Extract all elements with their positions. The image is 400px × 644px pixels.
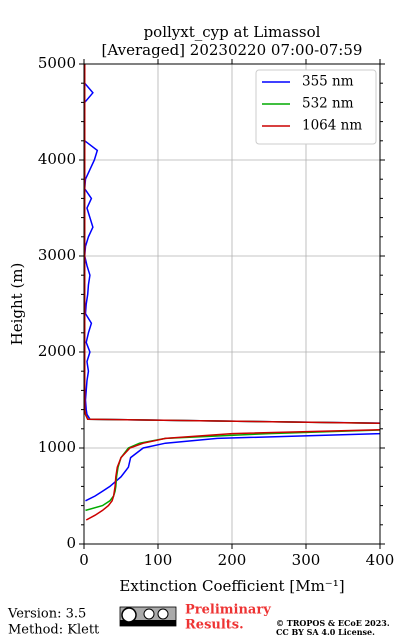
x-tick-label: 0: [79, 551, 89, 569]
y-tick-label: 4000: [38, 150, 76, 168]
x-tick-label: 300: [292, 551, 321, 569]
cc-badge: [119, 606, 177, 627]
chart-title: pollyxt_cyp at Limassol: [144, 23, 321, 41]
y-tick-label: 5000: [38, 54, 76, 72]
profile-line: [84, 64, 380, 502]
copyright-text: CC BY SA 4.0 License.: [276, 627, 375, 637]
y-axis-label: Height (m): [8, 263, 26, 346]
legend-label: 1064 nm: [302, 118, 362, 134]
profile-line: [84, 64, 380, 521]
x-tick-label: 400: [366, 551, 395, 569]
legend: 355 nm 532 nm 1064 nm: [255, 69, 377, 145]
y-tick-label: 0: [66, 534, 76, 552]
legend-label: 355 nm: [302, 74, 354, 90]
y-tick-label: 1000: [38, 438, 76, 456]
x-tick-label: 200: [218, 551, 247, 569]
x-tick-label: 100: [144, 551, 173, 569]
preliminary-text: Preliminary: [185, 603, 271, 618]
method-text: Method: Klett: [8, 623, 100, 638]
series-group: [84, 64, 380, 521]
y-tick-label: 3000: [38, 246, 76, 264]
chart-subtitle: [Averaged] 20230220 07:00-07:59: [102, 41, 363, 59]
preliminary-text: Results.: [185, 618, 244, 633]
legend-label: 532 nm: [302, 96, 354, 112]
version-text: Version: 3.5: [7, 607, 86, 622]
copyright-text: © TROPOS & ECoE 2023.: [276, 618, 390, 628]
y-tick-label: 2000: [38, 342, 76, 360]
x-axis-label: Extinction Coefficient [Mm⁻¹]: [119, 577, 344, 595]
